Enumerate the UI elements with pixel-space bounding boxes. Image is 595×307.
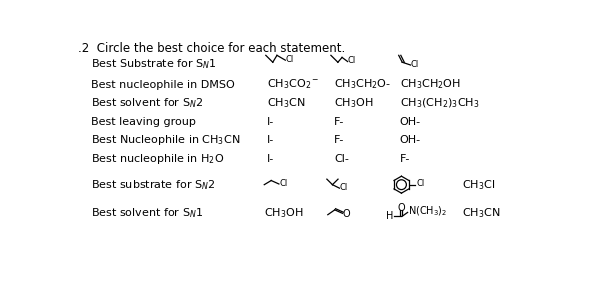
Text: Best substrate for S$_N$2: Best substrate for S$_N$2	[92, 178, 216, 192]
Text: CH$_3$CN: CH$_3$CN	[462, 206, 500, 220]
Text: F-: F-	[334, 117, 345, 126]
Text: Cl: Cl	[279, 179, 287, 188]
Text: Best leaving group: Best leaving group	[92, 117, 196, 126]
Text: I-: I-	[267, 117, 274, 126]
Text: .2  Circle the best choice for each statement.: .2 Circle the best choice for each state…	[79, 42, 346, 55]
Text: O: O	[343, 209, 350, 219]
Text: CH$_3$CH$_2$O-: CH$_3$CH$_2$O-	[334, 78, 391, 91]
Text: CH$_3$OH: CH$_3$OH	[264, 206, 304, 220]
Text: Best solvent for S$_N$1: Best solvent for S$_N$1	[92, 206, 203, 220]
Text: Cl: Cl	[416, 179, 424, 188]
Text: Best Nucleophile in CH$_3$CN: Best Nucleophile in CH$_3$CN	[92, 133, 241, 147]
Text: Cl: Cl	[348, 56, 356, 65]
Text: CH$_3$CO$_2$$^-$: CH$_3$CO$_2$$^-$	[267, 78, 319, 91]
Text: Best nucleophile in DMSO: Best nucleophile in DMSO	[92, 80, 235, 90]
Text: F-: F-	[334, 135, 345, 145]
Text: CH$_3$CN: CH$_3$CN	[267, 96, 305, 110]
Text: CH$_3$CH$_2$OH: CH$_3$CH$_2$OH	[400, 78, 461, 91]
Text: CH$_3$Cl: CH$_3$Cl	[462, 178, 495, 192]
Text: Cl: Cl	[340, 183, 348, 192]
Text: I-: I-	[267, 154, 274, 164]
Text: OH-: OH-	[400, 117, 421, 126]
Text: F-: F-	[400, 154, 410, 164]
Text: Best nucleophile in H$_2$O: Best nucleophile in H$_2$O	[92, 151, 225, 165]
Text: Best Substrate for S$_N$1: Best Substrate for S$_N$1	[92, 57, 217, 71]
Text: H: H	[386, 211, 394, 221]
Text: Cl: Cl	[411, 60, 419, 69]
Text: Cl-: Cl-	[334, 154, 349, 164]
Text: CH$_3$OH: CH$_3$OH	[334, 96, 374, 110]
Text: N(CH$_3$)$_2$: N(CH$_3$)$_2$	[408, 204, 448, 218]
Text: Best solvent for S$_N$2: Best solvent for S$_N$2	[92, 96, 203, 110]
Text: Cl: Cl	[286, 55, 294, 64]
Text: O: O	[397, 203, 405, 213]
Text: OH-: OH-	[400, 135, 421, 145]
Text: I-: I-	[267, 135, 274, 145]
Text: CH$_3$(CH$_2$)$_3$CH$_3$: CH$_3$(CH$_2$)$_3$CH$_3$	[400, 96, 480, 110]
